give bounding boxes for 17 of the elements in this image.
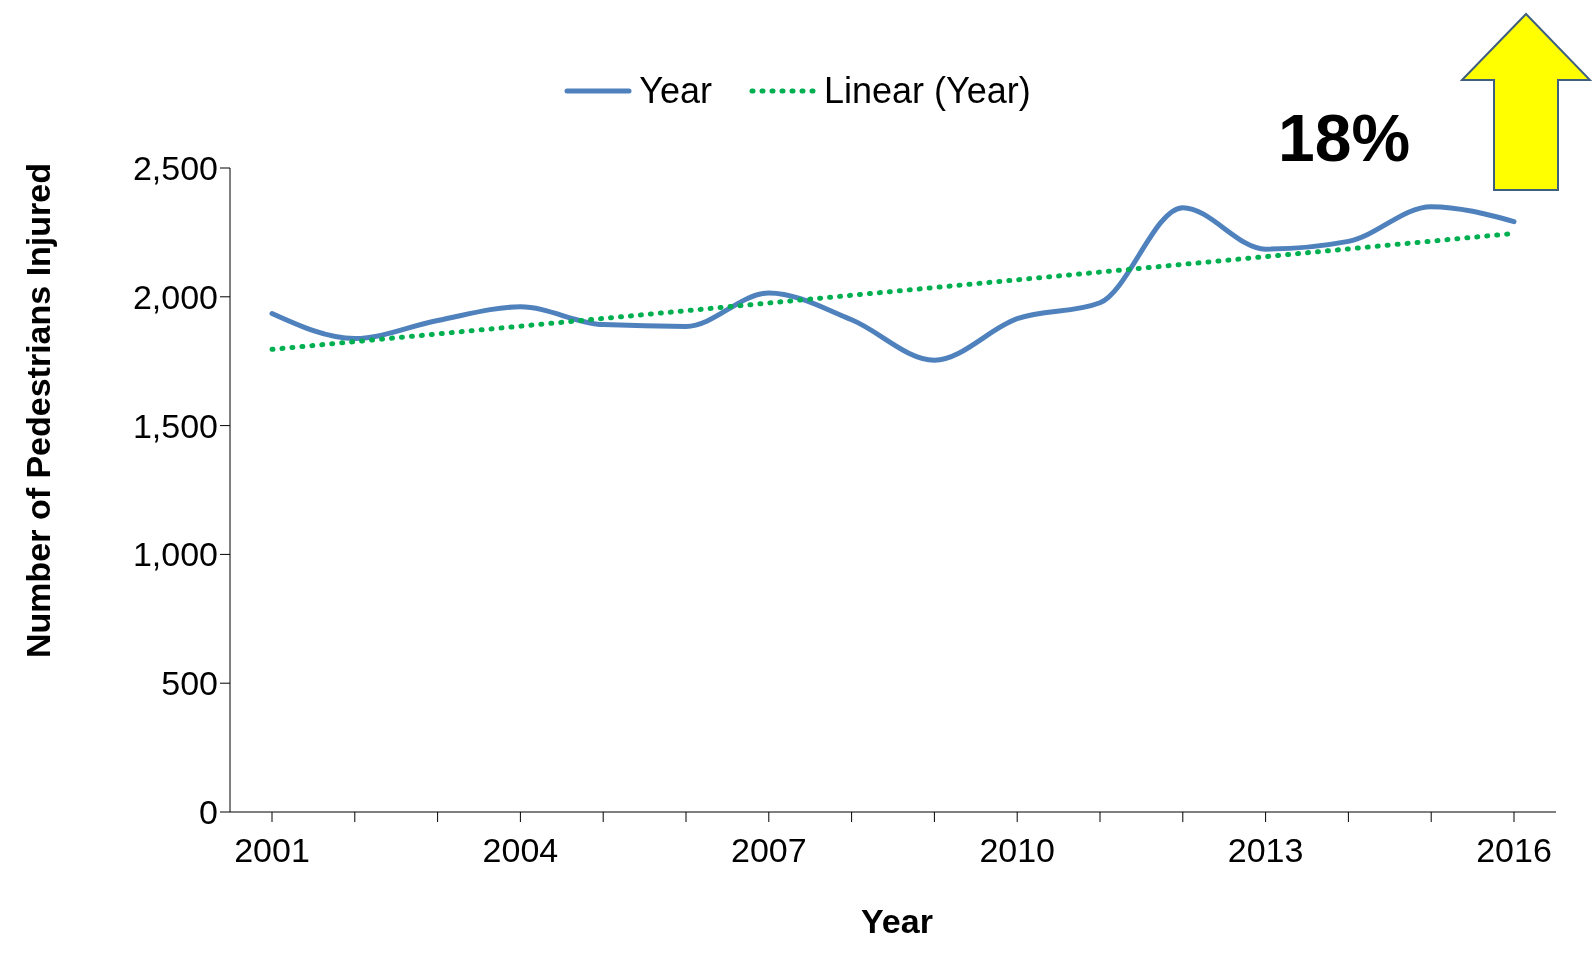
x-tick-label: 2004 [482,831,559,870]
y-axis-title: Number of Pedestrians Injured [18,162,58,658]
legend-label: Year [639,70,712,112]
x-tick-label: 2007 [730,831,807,870]
x-axis-title: Year [860,902,934,941]
x-tick-label: 2010 [979,831,1056,870]
annotation: 18% [1278,100,1411,176]
y-tick-label: 1,000 [132,535,218,574]
y-tick-label: 2,000 [132,277,218,316]
x-tick-label: 2001 [234,831,310,870]
x-tick-label: 2013 [1227,831,1304,870]
y-tick-label: 2,500 [132,149,218,188]
y-tick-label: 0 [199,793,218,832]
y-tick-label: 500 [161,664,218,703]
legend-label: Linear (Year) [823,70,1031,112]
x-tick-label: 2016 [1476,831,1552,870]
y-tick-label: 1,500 [132,406,218,445]
